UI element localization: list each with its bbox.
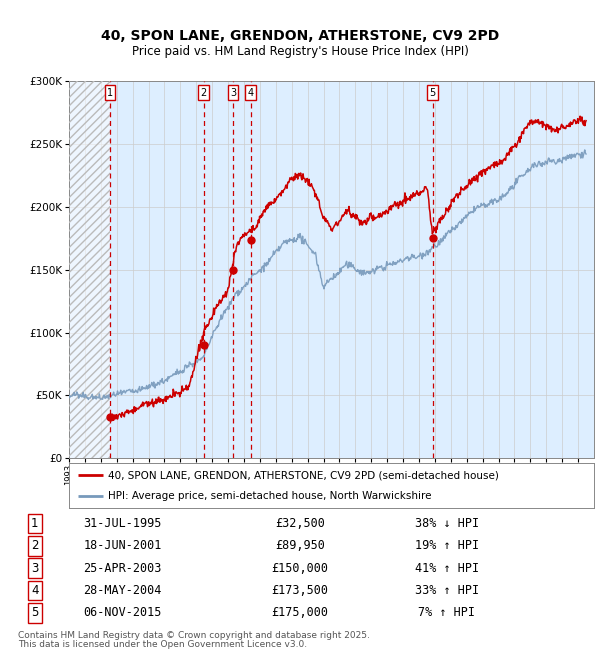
Text: 3: 3 — [31, 562, 38, 575]
Text: 4: 4 — [31, 584, 38, 597]
Text: 1: 1 — [107, 88, 113, 97]
Text: 2: 2 — [200, 88, 207, 97]
Text: 28-MAY-2004: 28-MAY-2004 — [83, 584, 161, 597]
Bar — [69, 81, 110, 458]
Text: 40, SPON LANE, GRENDON, ATHERSTONE, CV9 2PD: 40, SPON LANE, GRENDON, ATHERSTONE, CV9 … — [101, 29, 499, 43]
Text: £32,500: £32,500 — [275, 517, 325, 530]
Text: 7% ↑ HPI: 7% ↑ HPI — [418, 606, 475, 619]
Text: 3: 3 — [230, 88, 236, 97]
Text: 41% ↑ HPI: 41% ↑ HPI — [415, 562, 479, 575]
Text: This data is licensed under the Open Government Licence v3.0.: This data is licensed under the Open Gov… — [18, 640, 307, 649]
Text: 19% ↑ HPI: 19% ↑ HPI — [415, 540, 479, 552]
Text: 40, SPON LANE, GRENDON, ATHERSTONE, CV9 2PD (semi-detached house): 40, SPON LANE, GRENDON, ATHERSTONE, CV9 … — [109, 470, 499, 480]
Text: 06-NOV-2015: 06-NOV-2015 — [83, 606, 161, 619]
Text: 38% ↓ HPI: 38% ↓ HPI — [415, 517, 479, 530]
Text: 31-JUL-1995: 31-JUL-1995 — [83, 517, 161, 530]
Text: 5: 5 — [31, 606, 38, 619]
Text: 25-APR-2003: 25-APR-2003 — [83, 562, 161, 575]
Bar — [69, 81, 110, 458]
Text: 4: 4 — [247, 88, 254, 97]
Text: 2: 2 — [31, 540, 38, 552]
Text: 33% ↑ HPI: 33% ↑ HPI — [415, 584, 479, 597]
Text: Contains HM Land Registry data © Crown copyright and database right 2025.: Contains HM Land Registry data © Crown c… — [18, 631, 370, 640]
Text: 5: 5 — [430, 88, 436, 97]
Text: HPI: Average price, semi-detached house, North Warwickshire: HPI: Average price, semi-detached house,… — [109, 491, 432, 501]
Text: £173,500: £173,500 — [271, 584, 329, 597]
Text: Price paid vs. HM Land Registry's House Price Index (HPI): Price paid vs. HM Land Registry's House … — [131, 45, 469, 58]
Text: £175,000: £175,000 — [271, 606, 329, 619]
Text: £89,950: £89,950 — [275, 540, 325, 552]
Text: 1: 1 — [31, 517, 38, 530]
Text: 18-JUN-2001: 18-JUN-2001 — [83, 540, 161, 552]
Text: £150,000: £150,000 — [271, 562, 329, 575]
